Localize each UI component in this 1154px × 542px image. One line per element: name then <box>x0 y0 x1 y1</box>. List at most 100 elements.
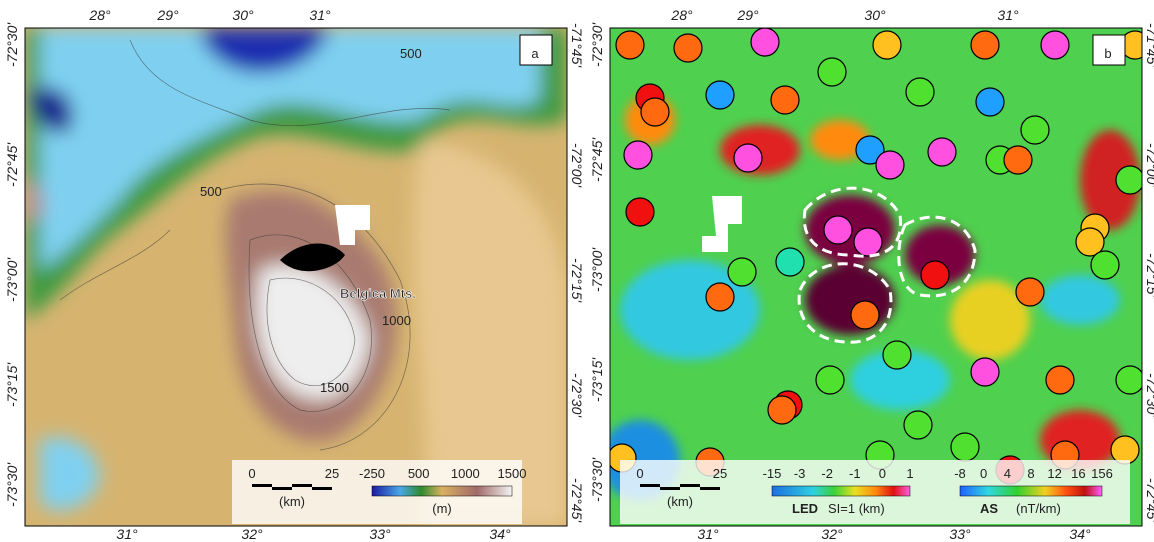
lat-label: -73°00' <box>589 247 605 292</box>
lat-label: -71°45' <box>569 23 585 68</box>
contour-label: 1000 <box>382 313 411 328</box>
scale-start: 0 <box>248 466 255 481</box>
lat-label: -72°15' <box>1144 253 1154 298</box>
solution-circle <box>854 228 882 256</box>
solution-circle <box>1111 436 1139 464</box>
colorbar-unit: SI=1 (km) <box>828 501 885 516</box>
scale-segment <box>680 484 700 487</box>
colorbar-tick: 1 <box>906 466 913 481</box>
solution-circle <box>768 396 796 424</box>
place-label: Belgica Mts. <box>340 286 416 301</box>
lon-label: 31° <box>697 526 719 542</box>
scale-segment <box>312 487 332 490</box>
solution-circle <box>816 366 844 394</box>
solution-circle <box>1091 251 1119 279</box>
lat-label: -72°45' <box>569 478 585 523</box>
contour-label: 500 <box>200 184 222 199</box>
anomaly <box>1040 275 1120 325</box>
colorbar-unit: (nT/km) <box>1016 501 1061 516</box>
colorbar-tick: 156 <box>1091 466 1113 481</box>
solution-circle <box>873 31 901 59</box>
lat-label: -72°45' <box>4 142 20 187</box>
lat-label: -72°30' <box>1144 373 1154 418</box>
solution-circle <box>1116 366 1144 394</box>
lat-label: -73°15' <box>4 362 20 407</box>
solution-circle <box>971 31 999 59</box>
lon-label: 30° <box>232 7 254 23</box>
scale-segment <box>640 484 660 487</box>
lon-label: 31° <box>116 526 138 542</box>
solution-circle <box>624 141 652 169</box>
solution-circle <box>1004 146 1032 174</box>
lon-label: 28° <box>670 7 693 23</box>
solution-circle <box>728 258 756 286</box>
scale-start: 0 <box>636 466 643 481</box>
solution-circle <box>1021 116 1049 144</box>
solution-circle <box>626 198 654 226</box>
solution-circle <box>921 261 949 289</box>
solution-circle <box>674 34 702 62</box>
lat-label: -73°15' <box>589 357 605 402</box>
solution-circle <box>883 341 911 369</box>
anomaly <box>805 265 895 335</box>
lat-label: -73°00' <box>4 257 20 302</box>
solution-circle <box>776 248 804 276</box>
scale-segment <box>292 484 312 487</box>
colorbar-tick: 0 <box>980 466 987 481</box>
lon-label: 29° <box>736 7 759 23</box>
lat-label: -73°30' <box>589 457 605 502</box>
solution-circle <box>1116 166 1144 194</box>
lon-label: 33° <box>369 526 391 542</box>
solution-circle <box>851 301 879 329</box>
solution-circle <box>1041 31 1069 59</box>
solution-circle <box>906 78 934 106</box>
lat-label: -72°45' <box>589 137 605 182</box>
lat-label: -72°15' <box>569 258 585 303</box>
colorbar-tick: -2 <box>821 466 833 481</box>
solution-circle <box>706 283 734 311</box>
lon-label: 28° <box>88 7 111 23</box>
colorbar-unit: (m) <box>432 501 452 516</box>
lat-label: -73°30' <box>4 462 20 507</box>
contour-label: 500 <box>400 46 422 61</box>
anomaly-map <box>600 28 1149 526</box>
solution-circle <box>734 144 762 172</box>
colorbar-tick: 8 <box>1027 466 1034 481</box>
solution-circle <box>976 88 1004 116</box>
lat-label: -72°30' <box>4 22 20 67</box>
lon-label: 32° <box>241 526 263 542</box>
colorbar-tick: 1000 <box>451 466 480 481</box>
colorbar-tick: 4 <box>1004 466 1011 481</box>
colorbar-tick: 12 <box>1047 466 1061 481</box>
solution-circle <box>616 31 644 59</box>
lat-label: -71°45' <box>1144 23 1154 68</box>
solution-circle <box>928 138 956 166</box>
scale-segment <box>660 487 680 490</box>
scale-segment <box>252 484 272 487</box>
solution-circle <box>1016 278 1044 306</box>
colorbar-tick: 500 <box>408 466 430 481</box>
colorbar-tick: 1500 <box>498 466 527 481</box>
colorbar-title: LED <box>792 501 818 516</box>
lat-label: -72°45' <box>1144 478 1154 523</box>
solution-circle <box>876 151 904 179</box>
lon-label: 34° <box>1069 526 1091 542</box>
solution-circle <box>951 433 979 461</box>
colorbar-tick: -250 <box>359 466 385 481</box>
solution-circle <box>904 411 932 439</box>
solution-circle <box>1046 366 1074 394</box>
scale-segment <box>700 487 720 490</box>
solution-circle <box>706 81 734 109</box>
lon-label: 30° <box>864 7 886 23</box>
colorbar-title: AS <box>980 501 998 516</box>
colorbar <box>960 486 1102 496</box>
lon-label: 31° <box>997 7 1019 23</box>
solution-circle <box>971 358 999 386</box>
lon-label: 32° <box>821 526 843 542</box>
colorbar-tick: 0 <box>879 466 886 481</box>
lon-label: 33° <box>949 526 971 542</box>
panel-label: b <box>1104 46 1111 61</box>
lat-label: -72°30' <box>569 373 585 418</box>
figure: 28°29°30°31°31°32°33°34°-72°30'-72°45'-7… <box>0 0 1154 542</box>
solution-circle <box>824 216 852 244</box>
